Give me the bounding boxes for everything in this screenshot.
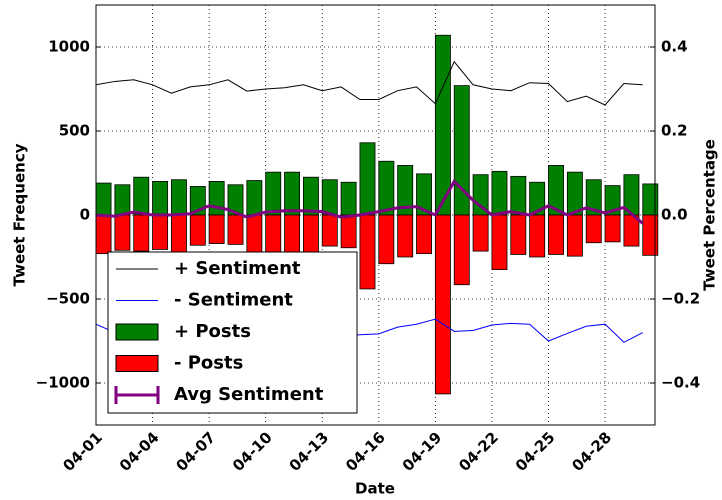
bar: [133, 214, 150, 252]
bar: [133, 176, 150, 216]
x-tick-label: 04-10: [229, 428, 276, 475]
legend-label: + Posts: [174, 321, 251, 342]
bar: [246, 214, 263, 255]
x-tick-label: 04-01: [59, 428, 106, 475]
bar: [472, 214, 489, 252]
bar: [95, 214, 112, 255]
legend-label: - Posts: [174, 353, 243, 374]
bar: [95, 182, 112, 216]
legend-swatch: [115, 355, 159, 372]
bar: [510, 175, 527, 216]
x-tick-label: 04-19: [399, 428, 446, 475]
y-tick-label: 500: [59, 122, 90, 140]
bar: [171, 179, 187, 216]
y2-tick-label: 0.0: [661, 206, 688, 224]
y2-axis-label: Tweet Percentage: [701, 139, 719, 291]
bar: [302, 176, 319, 216]
bar: [397, 214, 414, 258]
bar: [416, 214, 432, 255]
legend-label: - Sentiment: [174, 290, 293, 311]
x-tick-label: 04-28: [568, 428, 615, 475]
bar: [566, 214, 583, 257]
bar: [378, 160, 395, 216]
bar: [642, 214, 659, 256]
bar: [359, 142, 376, 216]
bar: [152, 180, 169, 216]
bar: [434, 34, 451, 216]
x-tick-label: 04-16: [342, 428, 389, 475]
y2-tick-label: 0.2: [661, 122, 688, 140]
x-tick-label: 04-13: [286, 428, 333, 475]
bar: [340, 181, 357, 216]
legend: + Sentiment - Sentiment + Posts - Posts Avg …: [107, 251, 358, 414]
bar: [189, 214, 206, 246]
bar: [321, 179, 338, 216]
bar: [491, 214, 508, 270]
y-tick-label: 0: [80, 206, 90, 224]
y-tick-label: 1000: [48, 38, 90, 56]
x-tick-label: 04-04: [116, 428, 163, 475]
bar: [529, 214, 546, 258]
bar: [585, 214, 602, 244]
bar: [548, 214, 564, 255]
bar: [265, 171, 282, 216]
bar: [246, 180, 263, 216]
bar: [171, 214, 187, 254]
bar: [302, 214, 319, 253]
bar: [340, 214, 357, 249]
bar: [265, 214, 282, 255]
bar: [208, 214, 225, 244]
x-tick-label: 04-25: [512, 428, 559, 475]
bar: [491, 170, 508, 216]
bar: [152, 214, 169, 250]
legend-label: Avg Sentiment: [174, 384, 324, 405]
bar: [642, 183, 659, 216]
bar: [321, 214, 338, 247]
legend-label: + Sentiment: [174, 258, 301, 279]
y-tick-label: −1000: [36, 374, 90, 392]
bar: [114, 184, 131, 216]
y-tick-label: −500: [46, 290, 90, 308]
bar: [284, 214, 301, 255]
bar: [284, 171, 301, 216]
x-axis-label: Date: [355, 480, 395, 497]
bar: [208, 180, 225, 216]
line: [95, 60, 643, 106]
bar: [227, 214, 244, 245]
line: [95, 178, 644, 225]
bar: [434, 214, 451, 395]
bar: [378, 214, 395, 265]
x-tick-label: 04-22: [455, 428, 502, 475]
y2-tick-label: −0.4: [661, 374, 700, 392]
x-tick-label: 04-07: [172, 428, 219, 475]
bar: [453, 214, 470, 286]
bar: [359, 214, 376, 290]
bar: [604, 214, 621, 243]
y2-tick-label: −0.2: [661, 290, 700, 308]
plot-frame: [95, 4, 656, 426]
bar: [510, 214, 527, 255]
legend-swatch: [115, 323, 159, 341]
y-axis-label: Tweet Frequency: [11, 143, 29, 286]
bar: [114, 214, 131, 251]
y2-tick-label: 0.4: [661, 38, 688, 56]
